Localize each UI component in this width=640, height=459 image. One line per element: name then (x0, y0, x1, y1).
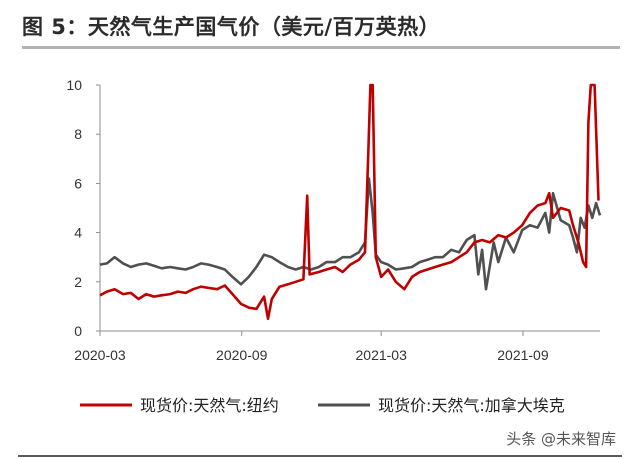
y-tick-label: 4 (74, 225, 82, 241)
title-divider (22, 46, 620, 49)
series-line-nymex (99, 83, 600, 320)
y-tick-label: 8 (74, 126, 82, 142)
watermark: 头条 @未来智库 (506, 430, 616, 448)
bottom-divider (18, 455, 622, 457)
legend-item-aeco-label: 现货价:天然气:加拿大埃克 (378, 396, 565, 415)
legend-item-nymex-label: 现货价:天然气:纽约 (140, 396, 279, 415)
figure-title: 图 5：天然气生产国气价（美元/百万英热） (22, 15, 441, 39)
x-tick-label: 2020-09 (216, 347, 268, 363)
y-tick-label: 6 (74, 175, 82, 191)
x-tick-label: 2020-03 (74, 347, 126, 363)
y-tick-label: 10 (66, 77, 82, 93)
y-tick-label: 0 (74, 323, 82, 339)
figure-title-bar: 图 5：天然气生产国气价（美元/百万英热） (0, 0, 640, 44)
series-line-aeco (99, 177, 602, 291)
y-tick-label: 2 (74, 274, 82, 290)
x-tick-label: 2021-03 (356, 347, 408, 363)
x-tick-label: 2021-09 (497, 347, 549, 363)
